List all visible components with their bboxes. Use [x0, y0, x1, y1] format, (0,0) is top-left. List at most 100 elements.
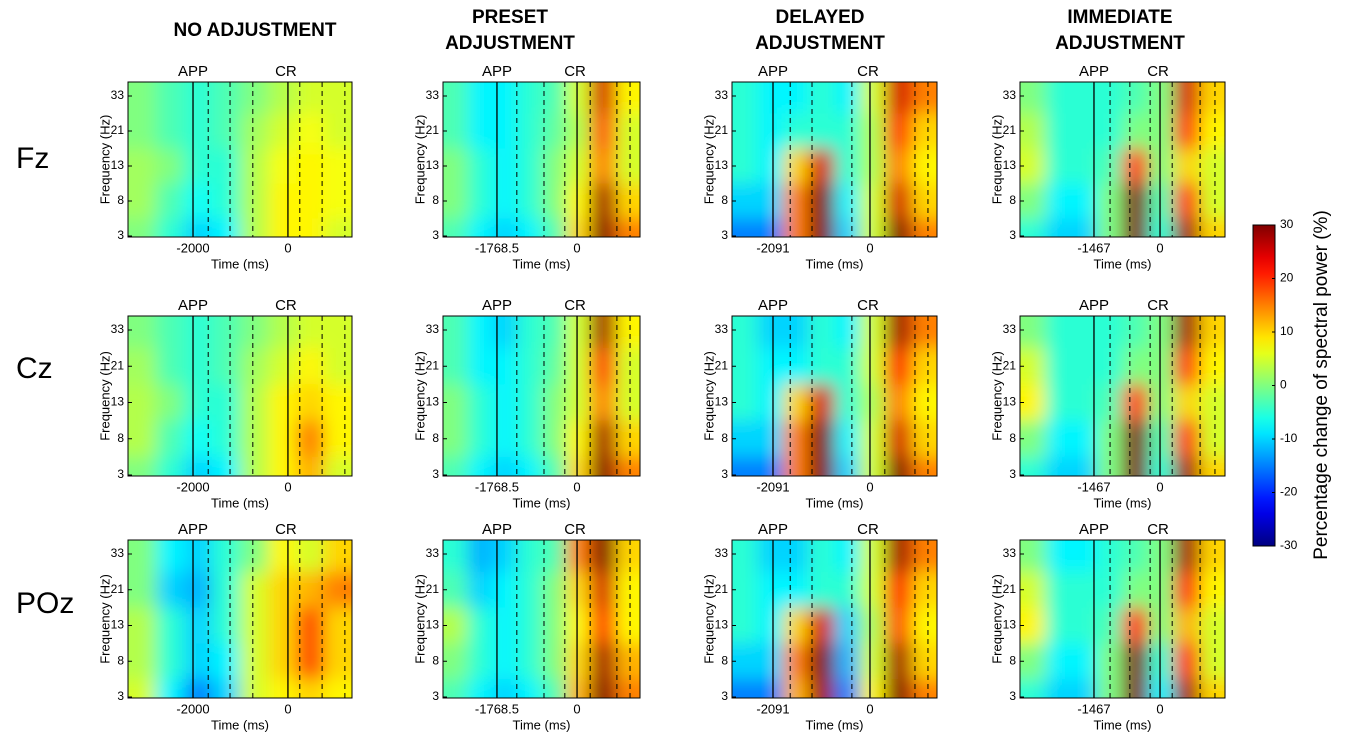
y-axis-label: Frequency (Hz): [97, 115, 112, 205]
heat-cell: [296, 218, 325, 237]
x-tick-label: -2091: [756, 479, 789, 494]
y-axis-label: Frequency (Hz): [412, 574, 427, 664]
heat-cell: [212, 679, 241, 698]
heat-cell: [885, 679, 912, 698]
heat-cell: [1071, 456, 1098, 476]
heat-cell: [240, 456, 269, 476]
heat-cell: [324, 571, 352, 609]
heat-cell: [911, 643, 937, 680]
y-tick-label: 3: [117, 467, 124, 481]
event-label: APP: [758, 63, 788, 80]
heat-cell: [783, 348, 810, 385]
heat-cell: [615, 679, 640, 698]
heat-cell: [1148, 456, 1175, 476]
panel: -1768.5 APP 0 CR 3 8 13 21 33 Time (ms) Frequency …: [412, 63, 641, 271]
panel: -2091 APP 0 CR 3 8 13 21 33 Time (ms) Frequency (H…: [701, 63, 938, 271]
x-axis-label: Time (ms): [1093, 717, 1151, 732]
heat-cell: [808, 456, 835, 476]
heat-cell: [566, 183, 592, 219]
heat-cell: [885, 183, 912, 219]
heat-cell: [615, 82, 640, 114]
y-tick-label: 33: [426, 88, 440, 102]
heat-cell: [783, 420, 810, 458]
heat-cell: [1173, 540, 1200, 573]
heat-cell: [911, 420, 937, 458]
heat-cell: [808, 148, 835, 184]
heat-cell: [268, 607, 297, 644]
heat-cell: [1173, 384, 1200, 422]
heat-cell: [296, 571, 325, 609]
heat-cell: [240, 571, 269, 609]
event-label: APP: [758, 521, 788, 538]
heat-cell: [296, 183, 325, 219]
event-label: CR: [857, 297, 879, 314]
plot-frame: [1019, 81, 1226, 238]
heat-cell: [296, 148, 325, 184]
heat-cell: [1020, 420, 1047, 458]
heat-cell: [1148, 348, 1175, 385]
heat-cell: [1071, 643, 1098, 680]
heat-cell: [516, 456, 542, 476]
y-tick-label: 13: [426, 158, 440, 172]
heat-cell: [1173, 571, 1200, 609]
heat-cell: [566, 218, 592, 237]
y-tick-label: 21: [111, 123, 125, 137]
heat-cell: [1071, 384, 1098, 422]
heat-cell: [268, 456, 297, 476]
heat-cell: [757, 607, 784, 644]
y-tick-label: 8: [432, 193, 439, 207]
x-tick-label: -1467: [1077, 701, 1110, 716]
heat-cell: [1096, 540, 1123, 573]
x-tick-label: 0: [866, 479, 873, 494]
heat-cell: [911, 456, 937, 476]
heat-cell: [566, 82, 592, 114]
heat-cell: [1071, 540, 1098, 573]
heat-cell: [1199, 679, 1225, 698]
y-tick-label: 33: [715, 88, 729, 102]
heat-cell: [808, 607, 835, 644]
heat-cell: [1045, 540, 1072, 573]
y-tick-label: 8: [117, 193, 124, 207]
y-tick-label: 3: [721, 228, 728, 242]
column-title: ADJUSTMENT: [1055, 33, 1185, 54]
heat-cell: [1071, 183, 1098, 219]
heat-cell: [516, 571, 542, 609]
y-tick-label: 33: [111, 546, 125, 560]
heat-cell: [443, 456, 469, 476]
heat-cell: [1148, 384, 1175, 422]
heat-cell: [757, 643, 784, 680]
heat-cell: [732, 456, 759, 476]
heat-cell: [1122, 113, 1149, 149]
y-tick-label: 8: [1009, 653, 1016, 667]
heat-cell: [757, 348, 784, 385]
x-tick-label: 0: [573, 240, 580, 255]
x-tick-label: -1768.5: [475, 701, 519, 716]
heat-cell: [783, 384, 810, 422]
heatmap: [1020, 82, 1225, 237]
heat-cell: [783, 571, 810, 609]
heat-cell: [885, 113, 912, 149]
heat-cell: [615, 540, 640, 573]
heat-cell: [1173, 183, 1200, 219]
event-label: CR: [564, 521, 586, 538]
column-title: ADJUSTMENT: [755, 33, 885, 54]
y-tick-label: 21: [111, 358, 125, 372]
event-label: APP: [482, 63, 512, 80]
heat-cell: [615, 316, 640, 349]
heat-cell: [732, 316, 759, 349]
heat-cell: [1071, 420, 1098, 458]
heat-cell: [1173, 348, 1200, 385]
x-tick-label: 0: [1156, 240, 1163, 255]
heat-cell: [911, 679, 937, 698]
heat-cell: [1020, 384, 1047, 422]
heat-cell: [541, 643, 567, 680]
heat-cell: [1045, 113, 1072, 149]
heat-cell: [885, 348, 912, 385]
heat-cell: [516, 420, 542, 458]
heat-cell: [467, 113, 493, 149]
event-label: CR: [275, 521, 297, 538]
heat-cell: [885, 607, 912, 644]
heat-cell: [541, 113, 567, 149]
heat-cell: [296, 82, 325, 114]
heat-cell: [1122, 456, 1149, 476]
